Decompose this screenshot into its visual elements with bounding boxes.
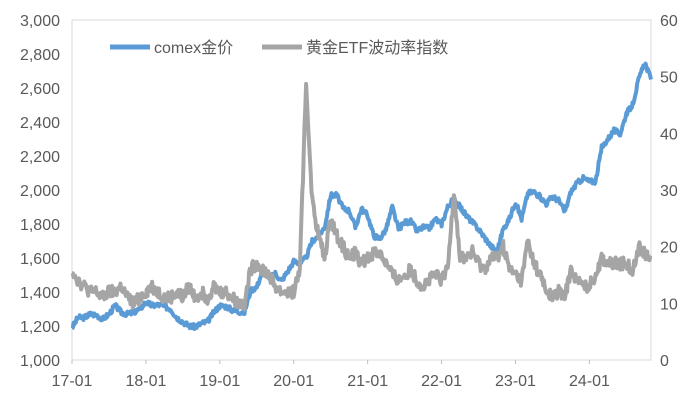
y-left-tick-label: 1,800 [20,217,60,234]
y-left-tick-label: 1,000 [20,353,60,370]
y-left-tick-label: 2,000 [20,183,60,200]
y-right-tick-label: 60 [660,13,678,30]
y-left-tick-label: 1,400 [20,285,60,302]
y-right-tick-label: 30 [660,183,678,200]
y-left-tick-label: 2,800 [20,47,60,64]
y-left-tick-label: 1,600 [20,251,60,268]
x-tick-label: 20-01 [273,373,314,390]
y-left-tick-label: 1,200 [20,319,60,336]
y-left-tick-label: 3,000 [20,13,60,30]
x-tick-label: 21-01 [347,373,388,390]
y-left-tick-label: 2,600 [20,81,60,98]
x-tick-label: 23-01 [495,373,536,390]
x-tick-label: 17-01 [52,373,93,390]
y-right-tick-label: 40 [660,126,678,143]
y-right-tick-label: 50 [660,70,678,87]
y-right-tick-label: 20 [660,240,678,257]
x-tick-label: 22-01 [421,373,462,390]
y-left-tick-label: 2,400 [20,115,60,132]
legend-label-gold: comex金价 [154,39,233,57]
y-left-tick-label: 2,200 [20,149,60,166]
y-right-tick-label: 0 [660,353,669,370]
legend-label-vol: 黄金ETF波动率指数 [306,39,448,57]
plot-area [71,19,652,361]
x-tick-label: 18-01 [125,373,166,390]
x-tick-label: 24-01 [569,373,610,390]
series-line-volatility [70,81,653,312]
y-right-tick-label: 10 [660,296,678,313]
x-tick-label: 19-01 [199,373,240,390]
series-line-gold [70,61,653,331]
legend: comex金价 黄金ETF波动率指数 [110,39,448,57]
